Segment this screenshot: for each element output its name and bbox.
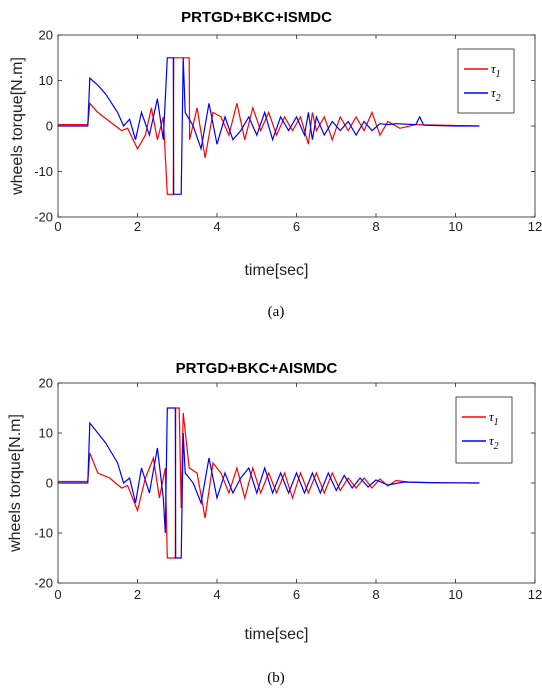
chart-title: PRTGD+BKC+AISMDC (176, 360, 338, 377)
x-tick-label: 6 (293, 219, 300, 234)
y-tick-label: 20 (39, 28, 53, 43)
x-tick-label: 12 (528, 587, 542, 602)
x-tick-label: 4 (213, 219, 220, 234)
x-tick-label: 0 (54, 587, 61, 602)
legend-box (456, 397, 512, 463)
y-tick-label: -20 (34, 210, 53, 225)
legend-label-subscript: 2 (496, 93, 501, 104)
panel-caption: (a) (268, 304, 285, 320)
y-tick-label: 10 (39, 73, 53, 88)
y-tick-label: 20 (39, 376, 53, 391)
x-tick-label: 8 (372, 587, 379, 602)
legend-label-subscript: 2 (494, 441, 499, 452)
x-tick-label: 6 (293, 587, 300, 602)
x-tick-label: 4 (213, 587, 220, 602)
chart-panel-b: 0 2 4 6 8 10 12-20-1001020PRTGD+BKC+AISMDCtime… (7, 360, 542, 686)
panel-caption: (b) (267, 670, 285, 686)
x-tick-label: 8 (372, 219, 379, 234)
chart-panel-a: 0 2 4 6 8 10 12-20-1001020PRTGD+BKC+ISMDCtime[… (9, 9, 542, 320)
y-tick-label: -10 (34, 526, 53, 541)
x-tick-label: 12 (528, 219, 542, 234)
x-axis-label: time[sec] (244, 626, 308, 643)
y-tick-label: -20 (34, 576, 53, 591)
y-tick-label: 10 (39, 426, 53, 441)
y-tick-label: 0 (46, 119, 53, 134)
legend-label-subscript: 1 (496, 69, 501, 80)
x-tick-label: 10 (448, 219, 462, 234)
y-tick-label: -10 (34, 164, 53, 179)
x-axis-label: time[sec] (244, 262, 308, 279)
chart-title: PRTGD+BKC+ISMDC (181, 9, 332, 26)
x-tick-label: 0 (54, 219, 61, 234)
y-axis-label: wheels torque[N.m] (9, 57, 26, 196)
x-tick-label: 2 (134, 219, 141, 234)
x-tick-label: 10 (448, 587, 462, 602)
y-tick-label: 0 (46, 476, 53, 491)
legend-label-subscript: 1 (494, 417, 499, 428)
legend-box (458, 49, 514, 113)
y-axis-label: wheels torque[N.m] (7, 414, 24, 553)
x-tick-label: 2 (134, 587, 141, 602)
